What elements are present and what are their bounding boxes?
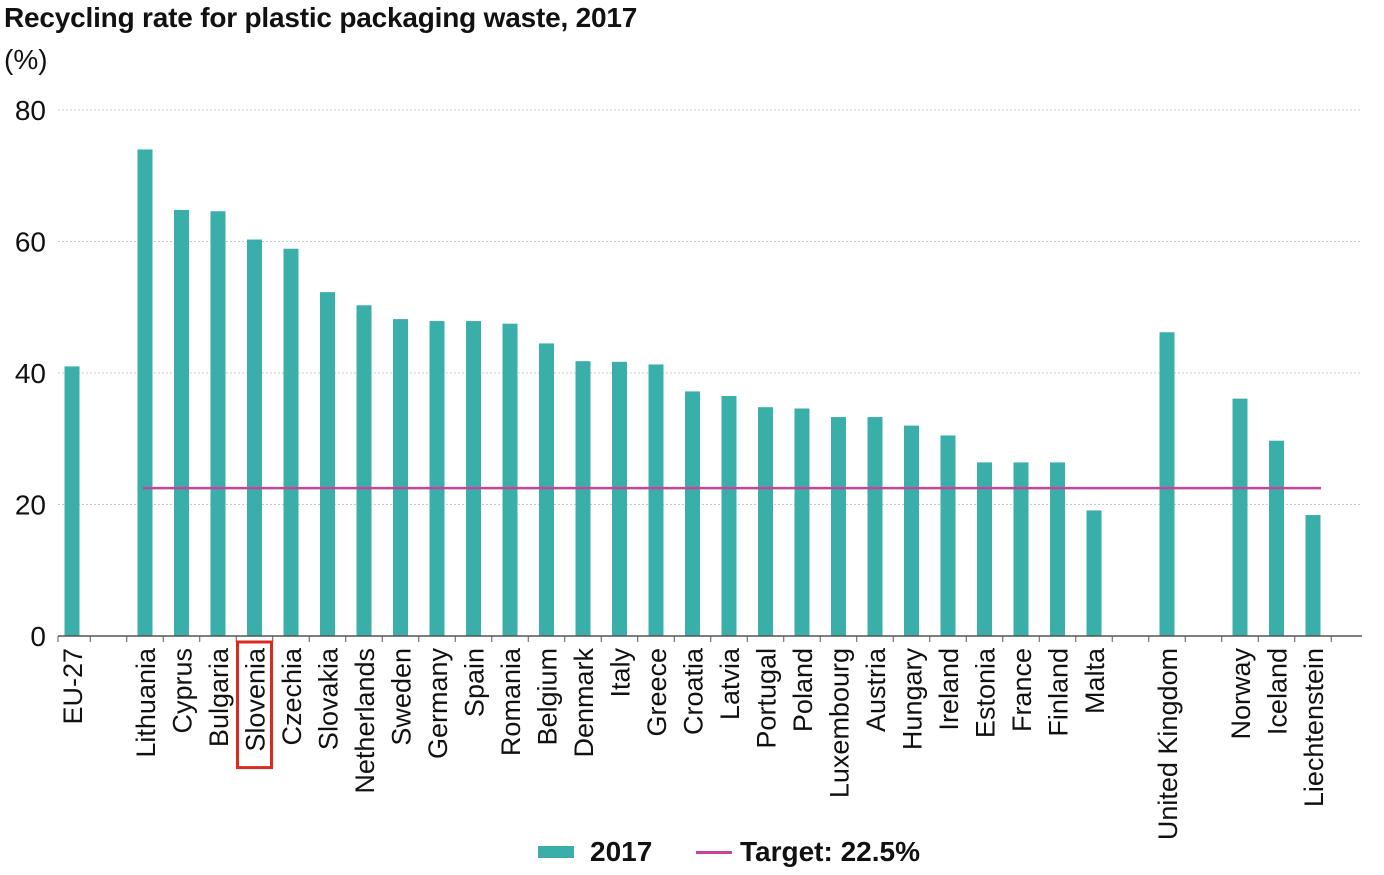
bar-italy <box>612 361 627 636</box>
bar-slovakia <box>320 292 335 636</box>
bar-malta <box>1086 510 1102 636</box>
bar-eu-27 <box>64 366 80 636</box>
legend-target-label: Target: 22.5% <box>740 836 920 867</box>
legend-series-label: 2017 <box>590 836 653 867</box>
bar-hungary <box>904 425 919 636</box>
bar-portugal <box>758 407 773 636</box>
bar-spain <box>466 321 481 636</box>
x-tick-label-bulgaria: Bulgaria <box>204 647 234 747</box>
x-tick-label-italy: Italy <box>606 648 636 698</box>
x-tick-label-austria: Austria <box>861 647 891 732</box>
x-tick-label-luxembourg: Luxembourg <box>825 648 855 798</box>
y-tick-label: 40 <box>15 358 46 389</box>
y-tick-label: 60 <box>15 227 46 258</box>
bar-estonia <box>977 462 992 636</box>
x-tick-label-netherlands: Netherlands <box>350 648 380 794</box>
y-axis-unit-label: (%) <box>4 44 48 75</box>
x-tick-label-lithuania: Lithuania <box>131 647 161 758</box>
bar-france <box>1013 462 1029 636</box>
bar-liechtenstein <box>1305 515 1321 636</box>
bar-bulgaria <box>210 211 226 636</box>
x-tick-label-slovakia: Slovakia <box>314 647 344 750</box>
bar-slovenia <box>247 239 262 636</box>
bar-croatia <box>685 391 700 636</box>
x-tick-label-portugal: Portugal <box>752 648 782 749</box>
y-tick-label: 20 <box>15 490 46 521</box>
bar-cyprus <box>174 209 189 636</box>
bar-belgium <box>539 343 554 636</box>
x-tick-label-czechia: Czechia <box>277 647 307 746</box>
x-tick-label-spain: Spain <box>460 648 490 717</box>
x-tick-label-estonia: Estonia <box>971 647 1001 738</box>
x-tick-label-finland: Finland <box>1044 648 1074 737</box>
x-tick-label-hungary: Hungary <box>898 648 928 751</box>
y-tick-label: 80 <box>15 95 46 126</box>
x-tick-label-croatia: Croatia <box>679 647 709 735</box>
bar-latvia <box>721 396 737 636</box>
chart-title: Recycling rate for plastic packaging was… <box>4 2 638 33</box>
y-tick-label: 0 <box>30 621 46 652</box>
x-tick-label-belgium: Belgium <box>533 648 563 746</box>
bar-united-kingdom <box>1159 332 1175 636</box>
x-tick-label-germany: Germany <box>423 648 453 760</box>
x-tick-label-eu-27: EU-27 <box>58 648 88 725</box>
legend-target-swatch <box>696 850 732 854</box>
bar-luxembourg <box>831 417 846 636</box>
legend-target: Target: 22.5% <box>696 836 920 868</box>
bar-finland <box>1050 462 1065 636</box>
highlight-box <box>236 640 273 770</box>
x-tick-label-romania: Romania <box>496 647 526 756</box>
x-tick-label-latvia: Latvia <box>715 647 745 720</box>
bar-iceland <box>1269 440 1284 636</box>
bar-norway <box>1232 398 1248 636</box>
x-tick-label-denmark: Denmark <box>569 648 599 758</box>
x-tick-label-poland: Poland <box>788 648 818 732</box>
bar-sweden <box>393 319 408 636</box>
legend-series: 2017 <box>538 836 652 868</box>
bar-denmark <box>575 361 591 636</box>
x-tick-label-liechtenstein: Liechtenstein <box>1299 648 1329 807</box>
bar-romania <box>502 323 518 636</box>
x-tick-label-iceland: Iceland <box>1263 648 1293 735</box>
bar-netherlands <box>356 305 372 636</box>
x-tick-label-greece: Greece <box>642 648 672 737</box>
x-tick-label-cyprus: Cyprus <box>168 648 198 734</box>
bar-germany <box>429 321 445 636</box>
x-tick-label-ireland: Ireland <box>934 648 964 731</box>
bar-greece <box>648 364 664 636</box>
x-tick-label-malta: Malta <box>1080 647 1110 714</box>
x-tick-label-united-kingdom: United Kingdom <box>1153 648 1183 840</box>
x-tick-label-sweden: Sweden <box>387 648 417 746</box>
x-tick-label-france: France <box>1007 648 1037 732</box>
bar-poland <box>794 408 810 636</box>
x-tick-label-slovenia: Slovenia <box>241 647 271 752</box>
bar-lithuania <box>137 149 153 636</box>
bar-ireland <box>940 435 956 636</box>
bar-czechia <box>283 248 299 637</box>
legend-series-swatch <box>538 846 574 858</box>
x-tick-label-norway: Norway <box>1226 648 1256 740</box>
bar-austria <box>867 417 883 636</box>
